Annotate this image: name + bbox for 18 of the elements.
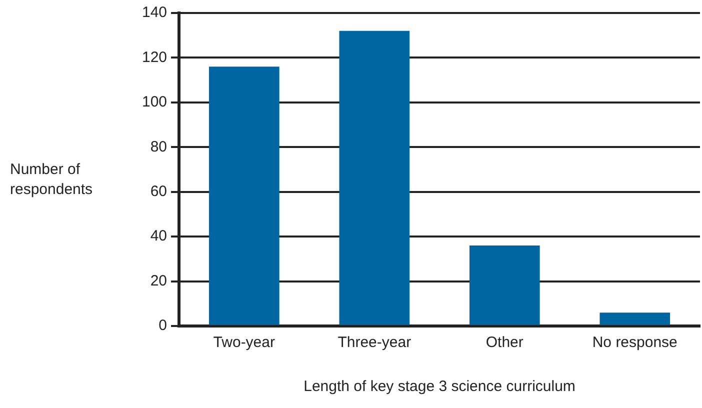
y-tick-label: 0 [158, 317, 168, 334]
x-axis-title: Length of key stage 3 science curriculum [304, 378, 576, 396]
x-tick-label: Three-year [338, 334, 412, 352]
y-tick-label: 100 [142, 94, 168, 111]
y-axis-title: Number of respondents [10, 160, 94, 200]
y-tick-label: 120 [142, 48, 168, 66]
y-tick-label: 80 [150, 138, 168, 156]
y-tick-label: 140 [142, 4, 168, 22]
bar [339, 30, 410, 325]
x-tick-label: Two-year [213, 334, 275, 352]
x-tick-label: No response [592, 334, 678, 352]
bar [469, 246, 540, 325]
bar [208, 66, 280, 325]
bar [600, 312, 670, 325]
y-tick-label: 20 [150, 272, 168, 290]
y-tick-label: 60 [150, 183, 168, 200]
x-tick-label: Other [486, 334, 524, 352]
y-tick-label: 40 [150, 228, 168, 245]
